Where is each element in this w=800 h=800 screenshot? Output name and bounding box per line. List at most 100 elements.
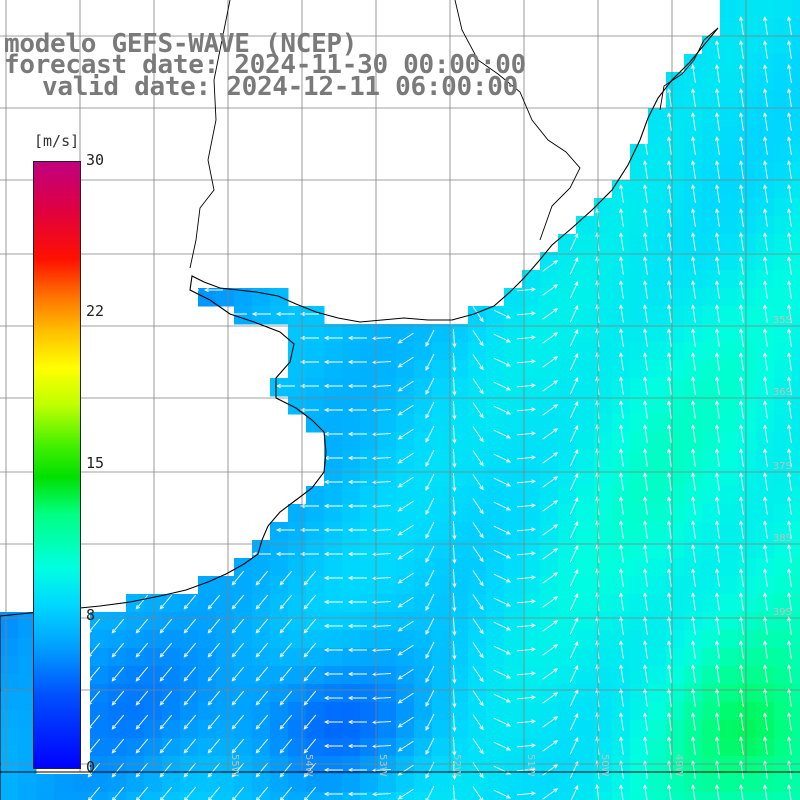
- wind-cell: [648, 522, 667, 541]
- wind-cell: [576, 360, 595, 379]
- wind-cell: [162, 774, 181, 793]
- wind-arrow: [347, 695, 367, 701]
- wind-cell: [576, 252, 595, 271]
- wind-cell: [342, 414, 361, 433]
- wind-arrow: [425, 329, 435, 347]
- wind-arrow: [787, 256, 792, 275]
- wind-arrow: [691, 688, 696, 707]
- wind-cell: [234, 648, 253, 667]
- wind-cell: [738, 396, 757, 415]
- wind-arrow: [493, 525, 512, 535]
- wind-cell: [0, 638, 19, 657]
- wind-arrow: [787, 472, 792, 491]
- wind-cell: [666, 468, 685, 487]
- wind-cell: [738, 702, 757, 721]
- wind-arrow: [397, 620, 414, 632]
- wind-cell: [504, 630, 523, 649]
- wind-arrow: [347, 407, 367, 413]
- wind-cell: [720, 576, 739, 595]
- wind-arrow: [493, 645, 512, 655]
- wind-arrow: [452, 400, 457, 421]
- wind-cell: [522, 774, 541, 793]
- wind-cell: [756, 18, 775, 37]
- lat-label: 39S: [773, 607, 792, 618]
- wind-arrow: [159, 666, 173, 682]
- wind-cell: [594, 666, 613, 685]
- wind-cell: [684, 486, 703, 505]
- wind-arrow: [303, 690, 317, 706]
- wind-cell: [288, 360, 307, 379]
- wind-cell: [720, 306, 739, 325]
- wind-arrow: [397, 764, 414, 776]
- wind-cell: [342, 612, 361, 631]
- wind-cell: [738, 216, 757, 235]
- wind-cell: [0, 710, 19, 729]
- wind-cell: [360, 450, 379, 469]
- wind-cell: [306, 630, 325, 649]
- wind-cell: [414, 792, 433, 800]
- wind-cell: [414, 594, 433, 613]
- wind-arrow: [667, 736, 672, 755]
- wind-cell: [378, 432, 397, 451]
- wind-arrow: [619, 496, 624, 515]
- wind-cell: [234, 792, 253, 800]
- wind-cell: [504, 774, 523, 793]
- wind-cell: [792, 108, 800, 127]
- wind-arrow: [452, 544, 457, 565]
- wind-arrow: [787, 640, 792, 659]
- wind-arrow: [425, 785, 435, 800]
- wind-cell: [144, 648, 163, 667]
- wind-arrow: [787, 376, 792, 395]
- map-title: modelo GEFS-WAVE (NCEP): [4, 29, 358, 59]
- wind-arrow: [111, 666, 125, 682]
- wind-cell: [738, 54, 757, 73]
- wind-cell: [792, 396, 800, 415]
- wind-cell: [90, 648, 109, 667]
- wind-cell: [90, 666, 109, 685]
- wind-cell: [378, 702, 397, 721]
- wind-arrow: [569, 304, 579, 323]
- wind-arrow: [787, 568, 792, 587]
- wind-arrow: [452, 424, 457, 445]
- wind-cell: [684, 432, 703, 451]
- wind-cell: [378, 558, 397, 577]
- wind-arrow: [739, 616, 744, 635]
- wind-arrow: [472, 690, 484, 707]
- wind-cell: [792, 144, 800, 163]
- wind-cell: [144, 666, 163, 685]
- wind-cell: [576, 612, 595, 631]
- wind-cell: [90, 792, 109, 800]
- wind-arrow: [452, 328, 457, 349]
- wind-cell: [648, 594, 667, 613]
- wind-arrow: [516, 647, 536, 652]
- wind-cell: [324, 576, 343, 595]
- wind-cell: [414, 648, 433, 667]
- wind-cell: [774, 252, 793, 271]
- wind-cell: [630, 360, 649, 379]
- wind-cell: [738, 108, 757, 127]
- wind-cell: [0, 782, 19, 800]
- wind-cell: [72, 792, 91, 800]
- wind-cell: [558, 342, 577, 361]
- wind-arrow: [135, 594, 149, 610]
- wind-cell: [342, 486, 361, 505]
- wind-arrow: [135, 762, 149, 778]
- wind-cell: [324, 396, 343, 415]
- wind-cell: [252, 612, 271, 631]
- wind-arrow: [303, 738, 317, 754]
- wind-arrow: [542, 668, 559, 680]
- wind-cell: [432, 756, 451, 775]
- wind-cell: [270, 630, 289, 649]
- wind-arrow: [299, 335, 319, 341]
- wind-cell: [126, 702, 145, 721]
- wind-arrow: [763, 256, 768, 275]
- wind-arrow: [739, 40, 744, 59]
- wind-cell: [162, 594, 181, 613]
- wind-arrow: [279, 642, 293, 658]
- wind-cell: [576, 522, 595, 541]
- wind-cell: [324, 324, 343, 343]
- wind-arrow: [691, 112, 696, 131]
- wind-cell: [576, 270, 595, 289]
- wind-cell: [450, 324, 469, 343]
- wind-cell: [576, 720, 595, 739]
